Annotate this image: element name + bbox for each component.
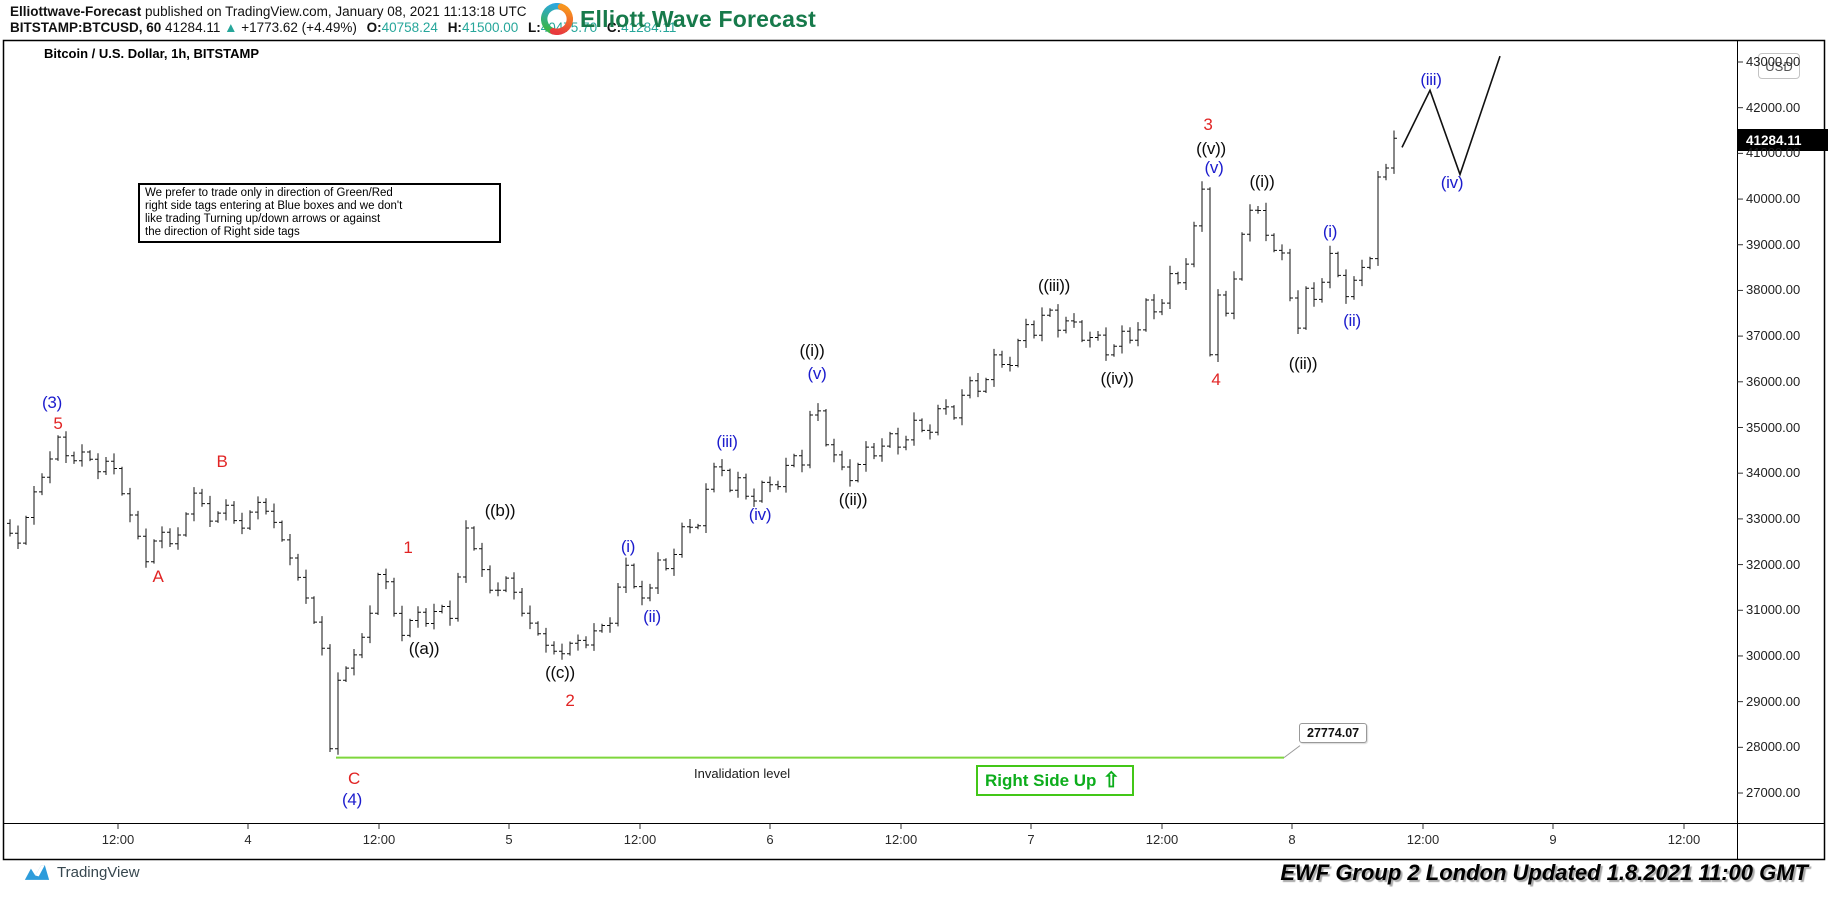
wave-label: (iii) (1420, 70, 1442, 89)
right-side-up-tag: Right Side Up ⇧ (976, 765, 1134, 796)
wave-label: (i) (1322, 222, 1338, 241)
wave-label: (ii) (1343, 311, 1361, 330)
wave-label: ((b)) (484, 501, 516, 520)
note-line: We prefer to trade only in direction of … (145, 187, 393, 199)
invalidation-price-tag: 27774.07 (1299, 723, 1368, 743)
wave-label: ((ii)) (1288, 354, 1318, 373)
price-axis-label: 27000.00 (1746, 785, 1801, 800)
time-axis-label: 9 (1549, 832, 1557, 847)
invalidation-level-label: Invalidation level (694, 766, 791, 781)
open-quote: O:40758.24 (366, 20, 438, 35)
quote-line: BITSTAMP:BTCUSD, 60 41284.11 ▲ +1773.62 … (10, 20, 676, 35)
wave-label: (iii) (716, 432, 738, 451)
tradingview-logo-text: TradingView (57, 864, 140, 881)
wave-label: 2 (565, 691, 575, 710)
price-axis-label: 41000.00 (1746, 145, 1801, 161)
chart-frame (2, 39, 1826, 861)
time-axis-label: 7 (1027, 832, 1035, 847)
wave-label: 1 (403, 538, 413, 557)
time-axis-label: 5 (505, 832, 513, 847)
time-axis-label: 12:00 (884, 832, 918, 847)
ohlc-price-bars (7, 130, 1397, 755)
price-axis-label: 30000.00 (1746, 647, 1801, 663)
wave-label: C (348, 769, 360, 788)
trading-note-box: We prefer to trade only in direction of … (138, 183, 501, 243)
elliott-wave-forecast-logo: Elliott Wave Forecast (541, 3, 816, 35)
time-axis-label: 4 (244, 832, 252, 847)
wave-label: (v) (807, 364, 827, 383)
time-axis-label: 12:00 (1667, 832, 1701, 847)
wave-label: (iv) (1440, 173, 1464, 192)
price-axis-label: 40000.00 (1746, 191, 1801, 207)
wave-label: A (152, 567, 164, 586)
price-axis-label: 37000.00 (1746, 328, 1801, 344)
time-axis-label: 12:00 (362, 832, 396, 847)
wave-label: 3 (1203, 115, 1213, 134)
time-axis-label: 6 (766, 832, 774, 847)
wave-label: ((i)) (1249, 172, 1275, 191)
ewf-update-note: EWF Group 2 London Updated 1.8.2021 11:0… (1280, 860, 1808, 885)
price-axis-label: 33000.00 (1746, 510, 1801, 526)
price-axis-label: 32000.00 (1746, 556, 1801, 572)
wave-label: ((c)) (545, 663, 575, 682)
high-quote: H:41500.00 (447, 20, 519, 35)
publish-info-line: Elliottwave-Forecast published on Tradin… (10, 4, 527, 19)
price-axis-label: 38000.00 (1746, 282, 1801, 298)
ewf-logo-text: Elliott Wave Forecast (580, 5, 816, 32)
note-line: like trading Turning up/down arrows or a… (145, 212, 381, 225)
chart-title: Bitcoin / U.S. Dollar, 1h, BITSTAMP (44, 46, 260, 61)
price-axis-label: 31000.00 (1746, 602, 1801, 618)
price-axis-label: 28000.00 (1746, 739, 1801, 755)
ewf-logo-icon (541, 3, 573, 35)
wave-label: ((iii)) (1038, 276, 1070, 295)
time-axis-label: 12:00 (1406, 832, 1440, 847)
price-axis-label: 39000.00 (1746, 236, 1801, 252)
wave-label: (iv) (748, 505, 772, 524)
wave-label: 4 (1211, 370, 1221, 389)
wave-label: (v) (1204, 158, 1224, 177)
price-axis-label: 43000.00 (1746, 54, 1801, 69)
price-axis-label: 34000.00 (1746, 465, 1801, 481)
last-price: 41284.11 (165, 20, 221, 35)
current-price-tag: 41284.11 (1738, 129, 1828, 151)
currency-unit-button[interactable]: USD (1758, 53, 1800, 79)
note-line: the direction of Right side tags (145, 225, 300, 238)
wave-label: (3) (42, 393, 62, 412)
wave-label: ((v)) (1196, 139, 1226, 158)
wave-label: (ii) (643, 607, 661, 626)
wave-label: (4) (342, 790, 362, 809)
wave-label: ((ii)) (838, 490, 868, 509)
up-arrow-icon: ▲ (224, 20, 238, 35)
price-axis-label: 36000.00 (1746, 373, 1801, 389)
time-axis-label: 8 (1288, 832, 1296, 847)
wave-label: 5 (53, 414, 63, 433)
time-axis-label: 12:00 (101, 832, 135, 847)
publisher-name: Elliottwave-Forecast (10, 4, 142, 19)
time-axis-label: 12:00 (1145, 832, 1179, 847)
wave-label: B (216, 452, 228, 471)
tradingview-attribution[interactable]: TradingView (24, 864, 140, 881)
wave-label: (i) (620, 537, 636, 556)
note-line: right side tags entering at Blue boxes a… (145, 199, 403, 212)
wave-label: ((iv)) (1100, 369, 1134, 388)
up-arrow-icon: ⇧ (1102, 769, 1121, 792)
wave-projection-line (1401, 55, 1501, 177)
price-axis-label: 29000.00 (1746, 693, 1801, 709)
time-axis-label: 12:00 (623, 832, 657, 847)
price-axis-label: 35000.00 (1746, 419, 1801, 435)
invalidation-tag-tail (1283, 745, 1301, 759)
close-quote: C:41284.11 (606, 20, 677, 35)
tradingview-logo-icon (24, 865, 50, 880)
wave-label: ((a)) (408, 639, 440, 658)
price-axis-label: 42000.00 (1746, 99, 1801, 115)
publish-info-rest: published on TradingView.com, January 08… (141, 4, 527, 19)
wave-label: ((i)) (799, 341, 825, 360)
right-side-up-label: Right Side Up (985, 770, 1097, 790)
symbol-name: BITSTAMP:BTCUSD, 60 (10, 20, 162, 35)
change-text: +1773.62 (+4.49%) (241, 20, 357, 35)
